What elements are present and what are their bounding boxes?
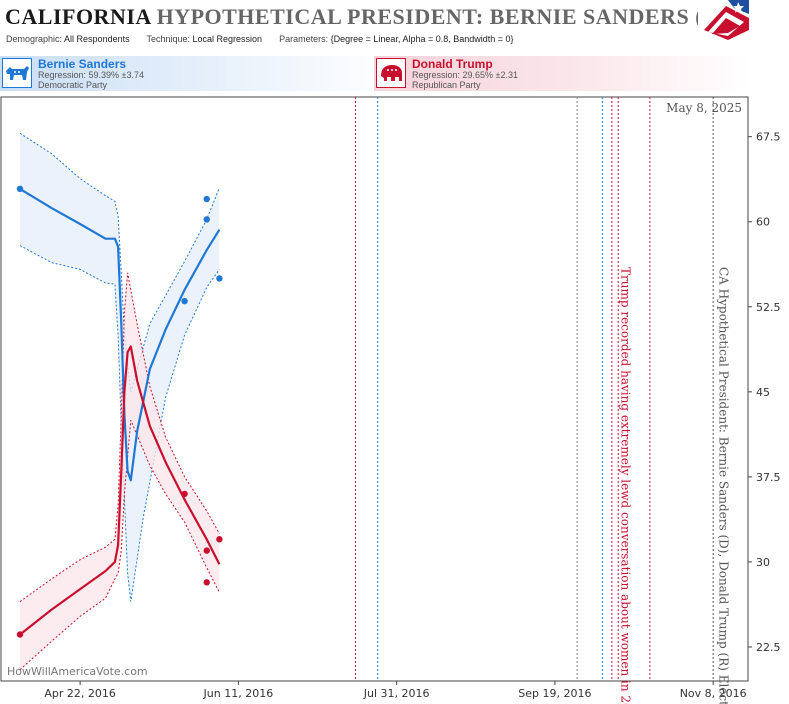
event-annotation: CA Hypothetical President: Bernie Sander… <box>717 267 731 704</box>
y-tick-label: 45 <box>756 386 770 399</box>
x-tick-label: Sep 19, 2016 <box>518 687 591 700</box>
band-upper-line <box>19 132 220 392</box>
title-state: CALIFORNIA <box>5 4 151 29</box>
poll-point <box>203 579 210 586</box>
parameters-line: Demographic: All Respondents Technique: … <box>6 34 514 44</box>
candidate-regression: Regression: 59.39% ±3.74 <box>38 70 145 80</box>
y-tick-label: 60 <box>756 216 770 229</box>
candidate-regression: Regression: 29.65% ±2.31 <box>412 70 519 80</box>
candidate-name: Bernie Sanders <box>38 57 127 71</box>
band-lower-line <box>19 245 220 602</box>
candidate-card-republican: Donald Trump Regression: 29.65% ±2.31 Re… <box>374 56 748 91</box>
event-annotation: Trump recorded having extremely lewd con… <box>618 267 632 704</box>
parameters-value: {Degree = Linear, Alpha = 0.8, Bandwidth… <box>330 34 514 44</box>
y-tick-label: 22.5 <box>756 641 781 654</box>
elephant-icon <box>376 58 406 88</box>
y-tick-label: 52.5 <box>756 301 781 314</box>
candidate-card-democrat: Bernie Sanders Regression: 59.39% ±3.74 … <box>0 56 394 91</box>
technique-label: Technique: <box>146 34 190 44</box>
poll-point <box>216 275 223 282</box>
demographic-label: Demographic: <box>6 34 63 44</box>
watermark: HowWillAmericaVote.com <box>7 665 148 678</box>
x-tick-label: Jul 31, 2016 <box>363 687 430 700</box>
x-tick-label: Nov 8, 2016 <box>680 687 747 700</box>
y-tick-label: 37.5 <box>756 471 781 484</box>
poll-point <box>203 547 210 554</box>
poll-point <box>16 185 24 193</box>
donkey-icon <box>2 58 32 88</box>
confidence-band <box>20 133 220 602</box>
trend-line <box>19 187 221 482</box>
demographic-value: All Respondents <box>64 34 130 44</box>
candidate-name: Donald Trump <box>412 57 493 71</box>
header: CALIFORNIA HYPOTHETICAL PRESIDENT: BERNI… <box>0 0 749 52</box>
y-tick-label: 67.5 <box>756 131 781 144</box>
flag-logo-icon <box>698 0 749 52</box>
parameters-label: Parameters: <box>279 34 329 44</box>
poll-point <box>181 297 188 305</box>
poll-point <box>203 216 210 223</box>
page-title: CALIFORNIA HYPOTHETICAL PRESIDENT: BERNI… <box>5 4 727 30</box>
poll-chart: 22.5 30 37.5 45 52.5 60 67.5 Apr 22, 2016 Jun 11… <box>0 96 781 704</box>
candidate-party: Democratic Party <box>38 80 108 90</box>
date-stamp: May 8, 2025 <box>666 101 742 115</box>
poll-point <box>203 195 210 203</box>
technique-value: Local Regression <box>192 34 263 44</box>
x-tick-label: Jun 11, 2016 <box>203 687 274 700</box>
band-lower-line <box>19 420 220 671</box>
candidate-party: Republican Party <box>412 80 481 90</box>
title-race: HYPOTHETICAL PRESIDENT: BERNIE SANDERS (… <box>156 4 728 29</box>
poll-point <box>216 536 223 543</box>
x-tick-label: Apr 22, 2016 <box>44 687 116 700</box>
plot-frame <box>0 96 749 682</box>
poll-point <box>16 631 24 638</box>
trend-line <box>19 345 221 636</box>
band-upper-line <box>19 272 220 603</box>
confidence-band <box>20 272 220 670</box>
poll-point <box>181 490 188 498</box>
y-tick-label: 30 <box>756 556 770 569</box>
